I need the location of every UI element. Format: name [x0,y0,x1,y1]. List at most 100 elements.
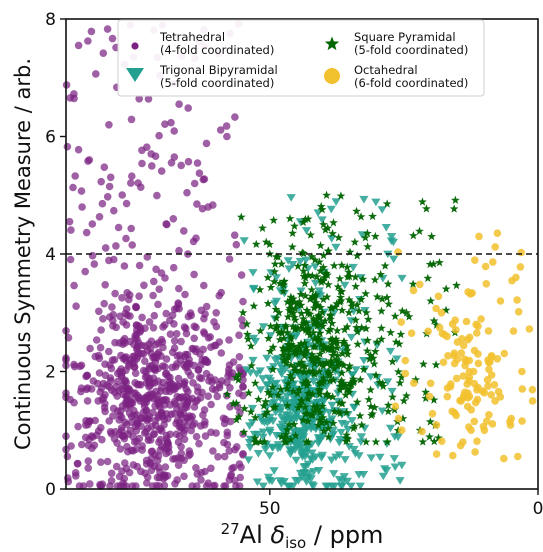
square-pyramidal-point [337,305,347,315]
square-pyramidal-point [315,328,325,337]
square-pyramidal-point [302,305,312,315]
square-pyramidal-point [308,366,318,375]
square-pyramidal-point [363,228,372,238]
square-pyramidal-point [316,266,325,275]
square-pyramidal-point [322,292,332,301]
legend-label-trigonal-bipyramidal-line2: (5-fold coordinated) [160,76,274,90]
square-pyramidal-point [301,409,310,418]
octahedral-point [475,232,483,241]
square-pyramidal-point [344,387,354,397]
tetrahedral-point [115,367,124,376]
tetrahedral-point [167,118,175,127]
trigonal-bipyramidal-point [284,412,294,420]
square-pyramidal-point [283,297,292,306]
square-pyramidal-point [323,246,333,255]
square-pyramidal-point [425,259,435,269]
square-pyramidal-point [377,306,386,315]
tetrahedral-point [171,385,179,393]
trigonal-bipyramidal-point [293,427,303,435]
square-pyramidal-point [383,279,393,288]
tetrahedral-point [132,302,140,311]
trigonal-bipyramidal-point [247,404,258,413]
tetrahedral-point [157,167,166,175]
trigonal-bipyramidal-point [350,450,360,458]
tetrahedral-point [124,384,133,393]
octahedral-point [471,256,479,265]
tetrahedral-point [152,340,160,349]
octahedral-point [448,320,457,328]
square-pyramidal-point [232,415,241,424]
trigonal-bipyramidal-point [378,274,388,283]
tetrahedral-point [71,469,80,477]
square-pyramidal-point [307,350,317,359]
tetrahedral-point [147,150,155,158]
tetrahedral-point [136,328,144,336]
trigonal-bipyramidal-point [295,257,305,266]
tetrahedral-point [92,336,101,344]
trigonal-bipyramidal-point [264,374,274,383]
octahedral-point [452,374,461,383]
square-pyramidal-point [303,308,313,318]
square-pyramidal-point [279,346,289,356]
tetrahedral-point [87,27,96,36]
tetrahedral-point [125,468,134,477]
square-pyramidal-point [265,346,275,356]
tetrahedral-point [129,461,138,469]
tetrahedral-point [154,452,163,460]
square-pyramidal-point [286,308,296,317]
square-pyramidal-point [260,410,270,419]
square-pyramidal-point [361,324,371,333]
tetrahedral-point [237,271,246,279]
square-pyramidal-point [364,395,374,404]
tetrahedral-point [213,392,222,401]
legend: Tetrahedral (4-fold coordinated) Trigona… [117,19,485,97]
square-pyramidal-point [286,360,296,369]
octahedral-point [489,258,497,266]
square-pyramidal-point [344,267,354,276]
square-pyramidal-point [331,355,341,364]
square-pyramidal-point [302,318,311,327]
x-tick-label: 50 [259,499,281,519]
square-pyramidal-point [342,262,352,271]
tetrahedral-point [97,458,105,467]
octahedral-point [438,437,446,446]
square-pyramidal-point [270,402,280,411]
square-pyramidal-point [324,343,334,352]
tetrahedral-point [202,139,211,148]
square-pyramidal-point [254,394,263,404]
square-pyramidal-point [451,195,460,204]
square-pyramidal-point [332,338,342,347]
trigonal-bipyramidal-point [299,433,309,441]
square-pyramidal-point [294,385,304,394]
tetrahedral-point [95,213,104,221]
tetrahedral-point [127,446,136,455]
tetrahedral-point [128,172,136,180]
legend-label-tetrahedral-line1: Tetrahedral [159,30,225,44]
trigonal-bipyramidal-point [291,333,301,341]
tetrahedral-point [239,382,247,391]
square-pyramidal-point [344,364,353,373]
square-pyramidal-point [383,400,393,410]
square-pyramidal-point [303,378,313,387]
trigonal-bipyramidal-point [270,356,280,364]
tetrahedral-point [127,418,136,427]
trigonal-bipyramidal-point [248,269,258,277]
tetrahedral-point [181,290,189,299]
square-pyramidal-point [351,281,361,291]
trigonal-bipyramidal-point [355,482,365,491]
trigonal-bipyramidal-point [275,368,286,376]
tetrahedral-point [184,312,193,321]
trigonal-bipyramidal-point [273,444,283,453]
tetrahedral-point [158,338,167,346]
octahedral-point [484,382,492,391]
square-pyramidal-point [291,431,300,440]
tetrahedral-point [70,281,78,290]
square-pyramidal-point [231,373,241,382]
tetrahedral-point [115,339,124,347]
trigonal-bipyramidal-point [337,419,347,428]
tetrahedral-point [90,260,99,268]
square-pyramidal-point [290,221,299,230]
tetrahedral-point [174,461,183,470]
tetrahedral-point [190,361,198,370]
octahedral-point [418,427,426,436]
